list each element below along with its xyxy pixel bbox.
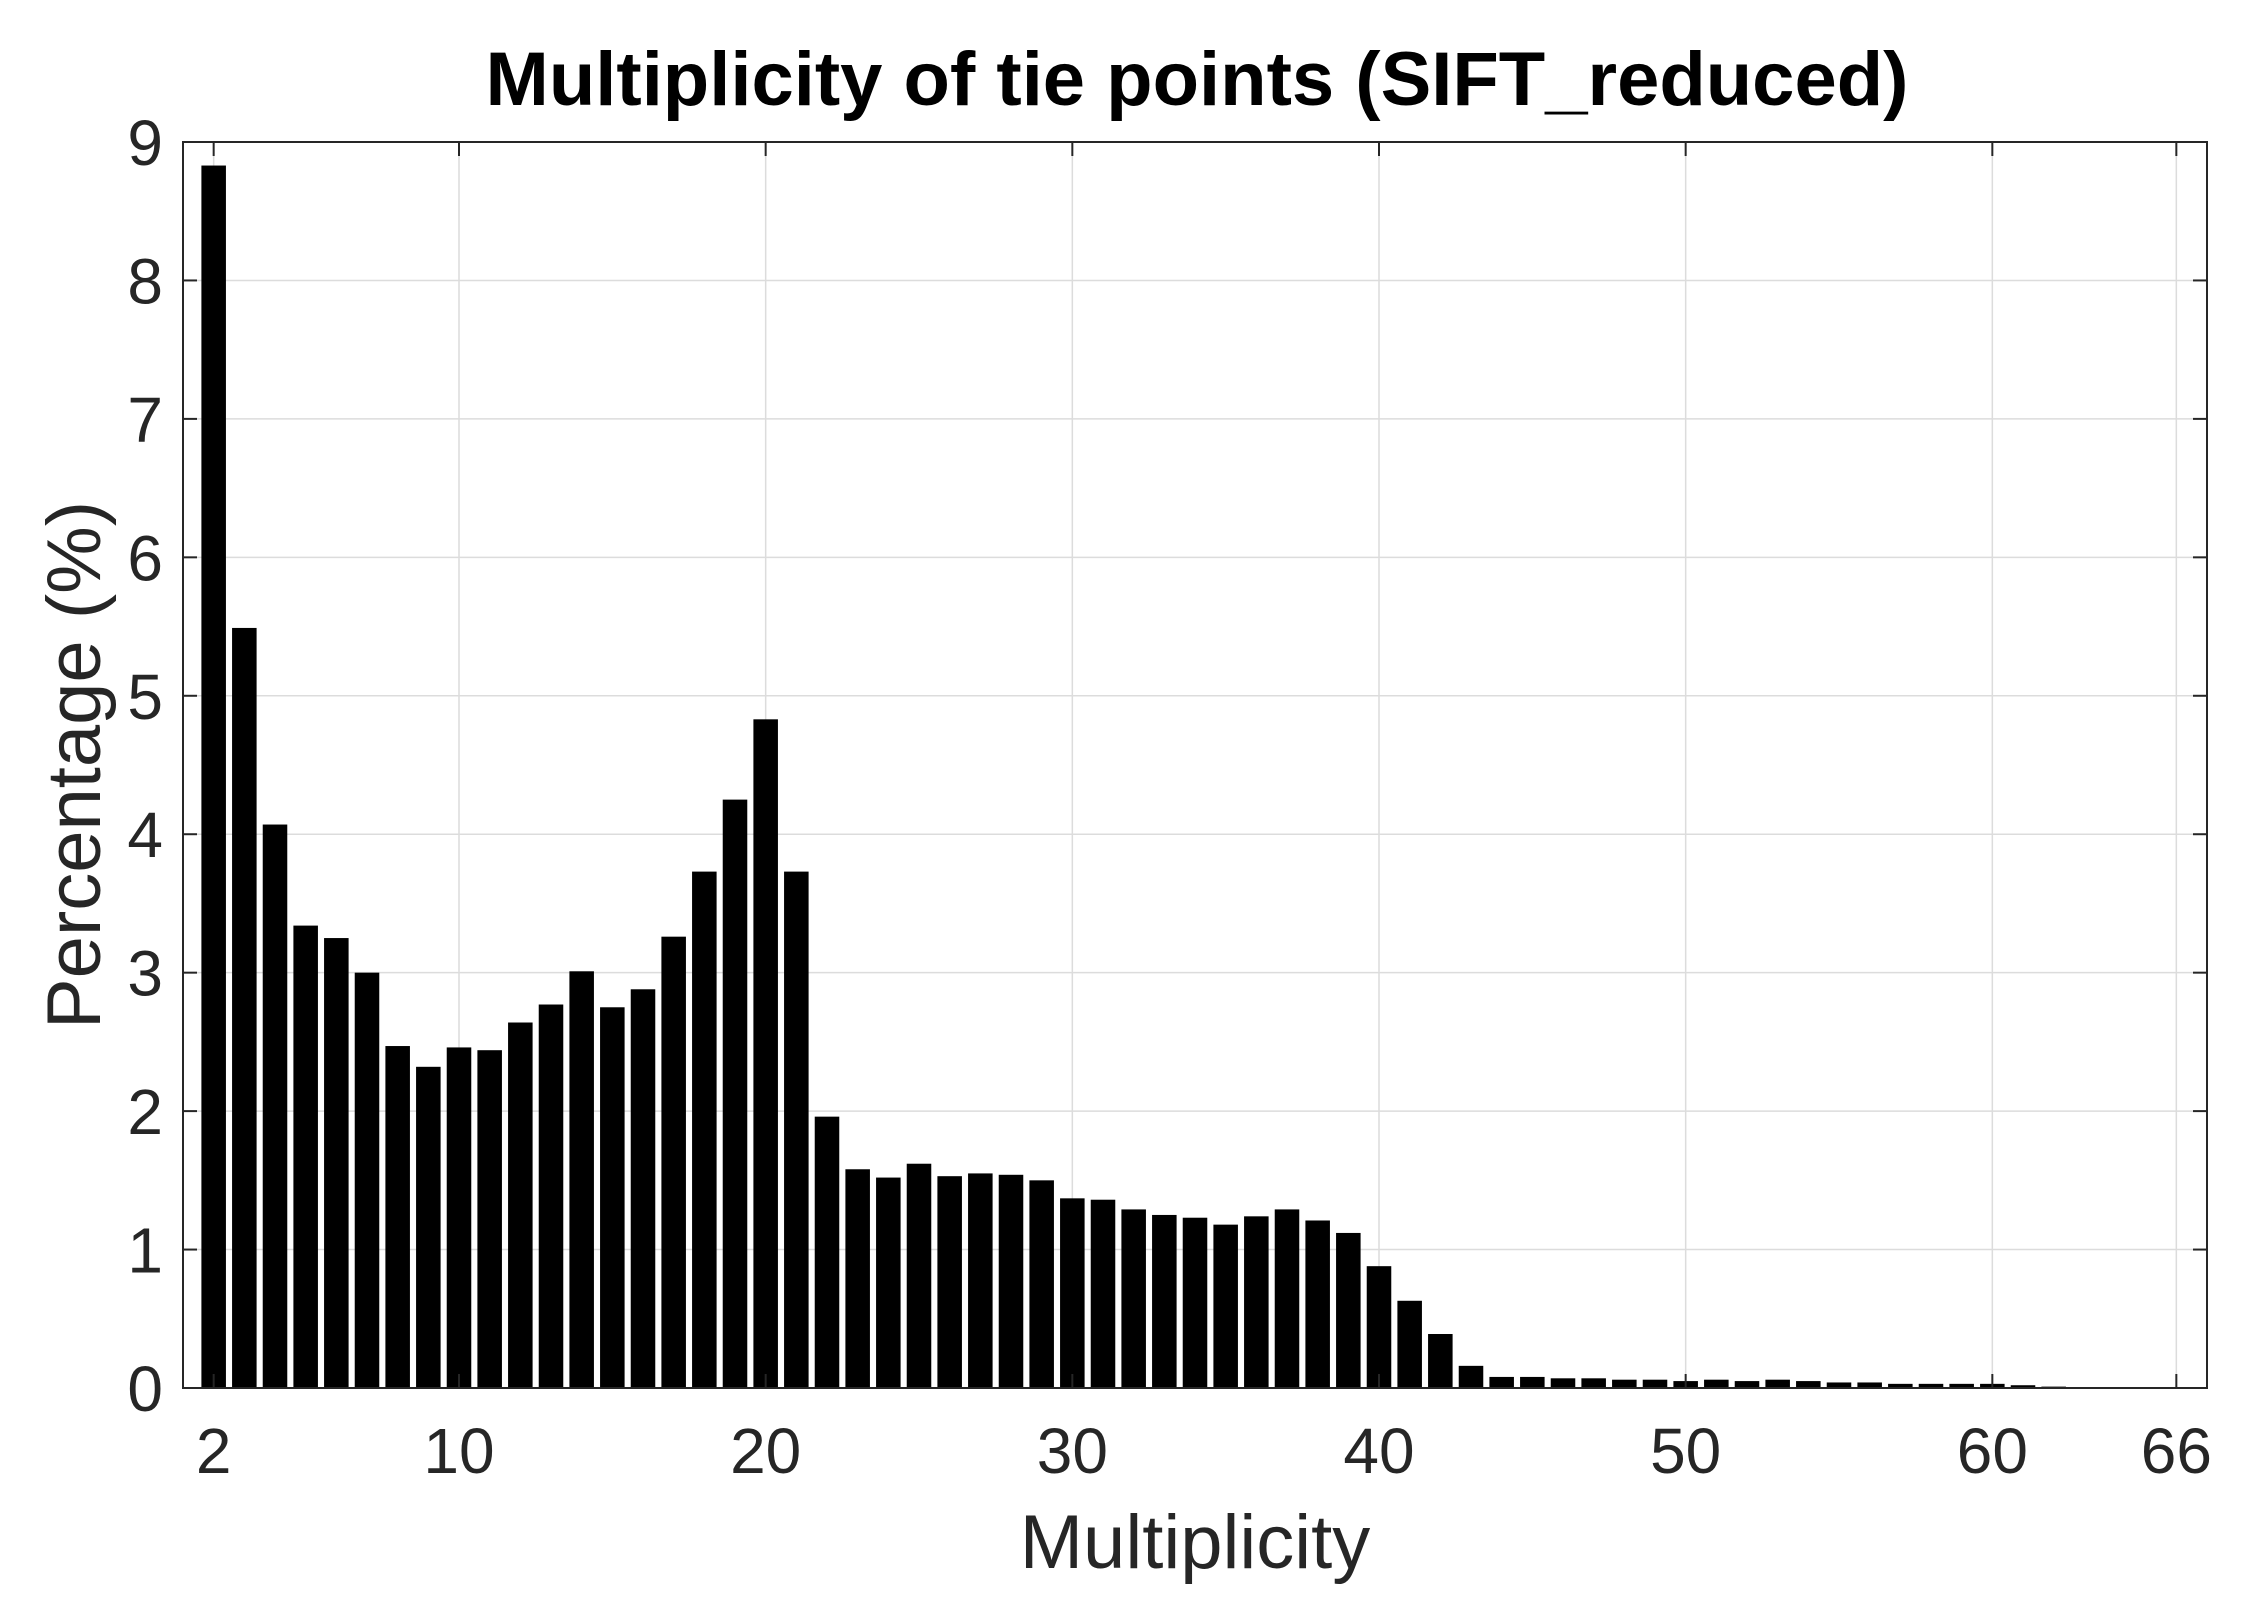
bar [845, 1169, 870, 1388]
grid [183, 142, 2207, 1388]
bar [1888, 1383, 1913, 1388]
bar [722, 799, 748, 1388]
x-tick-label: 10 [423, 1415, 494, 1487]
x-axis-label: Multiplicity [1020, 1500, 1371, 1585]
bar [876, 1177, 901, 1388]
bar [906, 1163, 932, 1388]
bar [538, 1004, 564, 1388]
bar [1949, 1383, 1974, 1388]
bar [262, 824, 288, 1388]
bar [477, 1050, 502, 1388]
bar [416, 1066, 441, 1388]
bar [1550, 1378, 1576, 1388]
x-tick-label: 50 [1650, 1415, 1721, 1487]
bar [1458, 1365, 1484, 1388]
bar [1612, 1379, 1637, 1388]
bar [201, 165, 226, 1389]
bar [293, 925, 318, 1388]
bar [385, 1046, 410, 1388]
bar [1305, 1220, 1330, 1388]
bar [1734, 1381, 1760, 1388]
bar [1704, 1379, 1729, 1388]
bar [1336, 1232, 1361, 1388]
y-tick-label: 0 [127, 1353, 163, 1425]
bar [753, 719, 778, 1388]
x-tick-label: 20 [730, 1415, 801, 1487]
bar [600, 1007, 625, 1388]
bar [968, 1173, 993, 1388]
y-tick-label: 1 [127, 1215, 163, 1287]
y-tick-label: 2 [127, 1076, 163, 1148]
bar [998, 1174, 1024, 1388]
x-tick-label: 30 [1037, 1415, 1108, 1487]
y-tick-label: 9 [127, 107, 163, 179]
bar [1213, 1224, 1238, 1388]
bar [1642, 1379, 1668, 1388]
bar [1060, 1198, 1085, 1388]
bar [1581, 1378, 1606, 1388]
bar [1366, 1266, 1392, 1388]
x-tick-labels: 2 10 20 30 40 50 60 66 [196, 1415, 2212, 1487]
bar [1121, 1209, 1146, 1388]
y-tick-label: 6 [127, 522, 163, 594]
bars [201, 165, 2066, 1389]
bar [1796, 1381, 1821, 1388]
bar [1152, 1214, 1177, 1388]
bar [446, 1047, 472, 1388]
y-tick-labels: 0 1 2 3 4 5 6 7 8 9 [127, 107, 163, 1425]
bar [630, 989, 656, 1388]
bar [2010, 1385, 2036, 1388]
chart-title: Multiplicity of tie points (SIFT_reduced… [486, 37, 1909, 122]
y-tick-label: 5 [127, 661, 163, 733]
bar [1428, 1334, 1453, 1388]
bar [324, 938, 349, 1388]
bar [814, 1116, 840, 1388]
bar [1090, 1199, 1116, 1388]
axes-box [182, 141, 2208, 1389]
ticks [183, 141, 2207, 1389]
bar [692, 871, 717, 1388]
y-axis-label: Percentage (%) [32, 501, 117, 1029]
bar [1918, 1383, 1944, 1388]
x-tick-label: 66 [2141, 1415, 2212, 1487]
bar [937, 1176, 962, 1388]
bar [354, 972, 380, 1388]
x-tick-label: 2 [196, 1415, 232, 1487]
y-tick-label: 8 [127, 245, 163, 317]
bar [232, 627, 257, 1388]
bar [661, 936, 686, 1388]
bar [784, 871, 809, 1388]
bar [1397, 1300, 1422, 1388]
bar [1182, 1217, 1208, 1388]
bar [1274, 1209, 1300, 1388]
bar [1029, 1180, 1054, 1388]
bar [1826, 1382, 1852, 1388]
x-tick-label: 60 [1957, 1415, 2028, 1487]
bar [508, 1022, 533, 1388]
bar [569, 971, 594, 1388]
bar [1520, 1376, 1545, 1388]
y-tick-label: 4 [127, 799, 163, 871]
bar [1489, 1376, 1514, 1388]
y-tick-label: 7 [127, 384, 163, 456]
x-tick-label: 40 [1343, 1415, 1414, 1487]
bar [1857, 1382, 1882, 1388]
bar [1244, 1216, 1269, 1388]
y-tick-label: 3 [127, 938, 163, 1010]
bar [1765, 1379, 1790, 1388]
